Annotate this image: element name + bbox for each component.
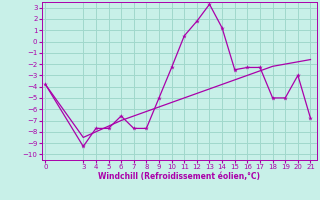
X-axis label: Windchill (Refroidissement éolien,°C): Windchill (Refroidissement éolien,°C) — [98, 172, 260, 181]
